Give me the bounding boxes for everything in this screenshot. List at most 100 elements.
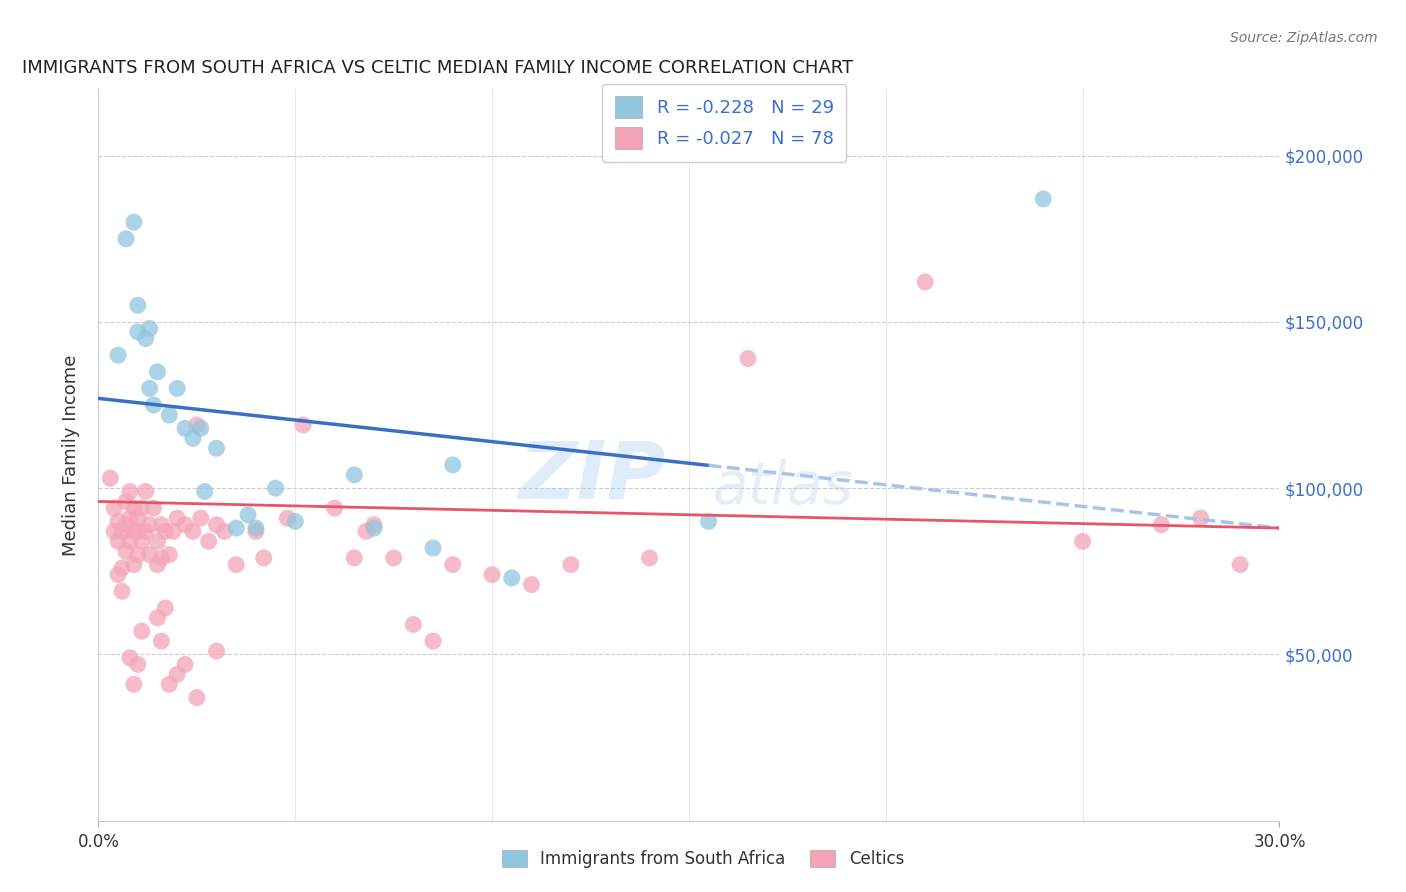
- Point: [135, 332, 157, 346]
- Point: [166, 511, 188, 525]
- Point: [122, 677, 145, 691]
- Point: [292, 417, 315, 432]
- Point: [402, 617, 425, 632]
- Point: [138, 517, 160, 532]
- Point: [186, 417, 208, 432]
- Point: [98, 471, 121, 485]
- Point: [155, 524, 177, 539]
- Point: [363, 521, 385, 535]
- Point: [181, 431, 204, 445]
- Point: [1229, 558, 1251, 572]
- Point: [103, 501, 125, 516]
- Text: Source: ZipAtlas.com: Source: ZipAtlas.com: [1230, 31, 1378, 45]
- Point: [111, 561, 134, 575]
- Point: [205, 442, 228, 456]
- Legend: R = -0.228   N = 29, R = -0.027   N = 78: R = -0.228 N = 29, R = -0.027 N = 78: [602, 84, 846, 162]
- Point: [363, 517, 385, 532]
- Point: [225, 558, 247, 572]
- Point: [190, 421, 212, 435]
- Point: [914, 275, 936, 289]
- Point: [118, 534, 141, 549]
- Point: [142, 398, 165, 412]
- Point: [1071, 534, 1094, 549]
- Point: [225, 521, 247, 535]
- Point: [150, 634, 173, 648]
- Point: [115, 232, 138, 246]
- Point: [146, 611, 169, 625]
- Point: [253, 551, 276, 566]
- Point: [107, 567, 129, 582]
- Text: IMMIGRANTS FROM SOUTH AFRICA VS CELTIC MEDIAN FAMILY INCOME CORRELATION CHART: IMMIGRANTS FROM SOUTH AFRICA VS CELTIC M…: [21, 59, 853, 77]
- Point: [245, 521, 267, 535]
- Point: [157, 408, 180, 422]
- Point: [131, 624, 153, 639]
- Point: [115, 517, 138, 532]
- Point: [181, 524, 204, 539]
- Point: [135, 484, 157, 499]
- Point: [146, 558, 169, 572]
- Point: [115, 494, 138, 508]
- Point: [127, 325, 149, 339]
- Point: [127, 298, 149, 312]
- Point: [501, 571, 523, 585]
- Point: [127, 657, 149, 672]
- Point: [205, 517, 228, 532]
- Point: [638, 551, 661, 566]
- Legend: Immigrants from South Africa, Celtics: Immigrants from South Africa, Celtics: [495, 843, 911, 875]
- Point: [111, 584, 134, 599]
- Point: [118, 484, 141, 499]
- Point: [1189, 511, 1212, 525]
- Point: [560, 558, 582, 572]
- Point: [142, 501, 165, 516]
- Point: [166, 381, 188, 395]
- Point: [284, 515, 307, 529]
- Point: [194, 484, 217, 499]
- Point: [155, 600, 177, 615]
- Point: [441, 458, 464, 472]
- Point: [354, 524, 377, 539]
- Point: [138, 381, 160, 395]
- Point: [197, 534, 219, 549]
- Point: [186, 690, 208, 705]
- Point: [127, 511, 149, 525]
- Point: [122, 558, 145, 572]
- Point: [157, 548, 180, 562]
- Point: [174, 657, 197, 672]
- Point: [737, 351, 759, 366]
- Point: [111, 524, 134, 539]
- Point: [107, 534, 129, 549]
- Point: [1032, 192, 1054, 206]
- Point: [174, 517, 197, 532]
- Point: [135, 524, 157, 539]
- Point: [122, 501, 145, 516]
- Point: [127, 548, 149, 562]
- Point: [162, 524, 184, 539]
- Point: [264, 481, 287, 495]
- Point: [697, 515, 720, 529]
- Point: [107, 348, 129, 362]
- Point: [1150, 517, 1173, 532]
- Point: [422, 634, 444, 648]
- Point: [115, 544, 138, 558]
- Text: ZIP: ZIP: [517, 438, 665, 516]
- Point: [131, 534, 153, 549]
- Text: atlas: atlas: [713, 459, 853, 516]
- Point: [138, 321, 160, 335]
- Point: [236, 508, 259, 522]
- Point: [122, 215, 145, 229]
- Point: [131, 501, 153, 516]
- Point: [157, 677, 180, 691]
- Point: [190, 511, 212, 525]
- Point: [103, 524, 125, 539]
- Point: [174, 421, 197, 435]
- Point: [150, 551, 173, 566]
- Point: [520, 577, 543, 591]
- Point: [343, 467, 366, 482]
- Point: [150, 517, 173, 532]
- Point: [343, 551, 366, 566]
- Point: [146, 365, 169, 379]
- Point: [118, 650, 141, 665]
- Point: [382, 551, 405, 566]
- Point: [205, 644, 228, 658]
- Point: [122, 524, 145, 539]
